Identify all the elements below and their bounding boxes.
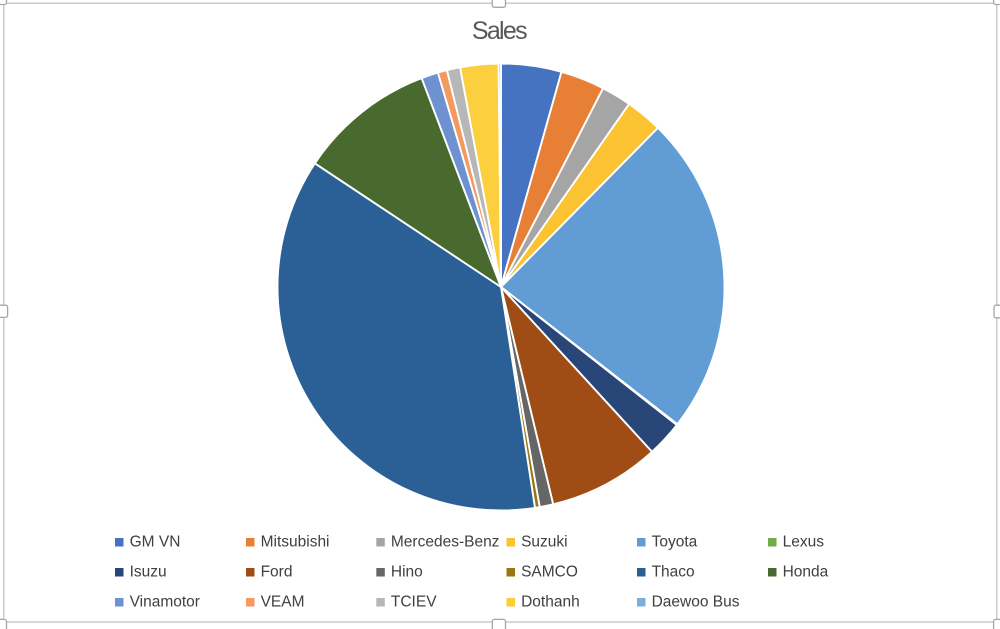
svg-text:Hino: Hino — [391, 563, 423, 580]
svg-text:Ford: Ford — [261, 563, 293, 580]
svg-text:Mitsubishi: Mitsubishi — [261, 533, 330, 550]
svg-text:TCIEV: TCIEV — [391, 593, 437, 610]
svg-text:Lexus: Lexus — [783, 533, 825, 550]
svg-text:Daewoo Bus: Daewoo Bus — [652, 593, 740, 610]
svg-text:Honda: Honda — [783, 563, 829, 580]
svg-text:Isuzu: Isuzu — [130, 563, 167, 580]
svg-text:SAMCO: SAMCO — [521, 563, 578, 580]
svg-text:Suzuki: Suzuki — [521, 533, 568, 550]
svg-text:VEAM: VEAM — [261, 593, 305, 610]
svg-text:Dothanh: Dothanh — [521, 593, 580, 610]
svg-text:Sales: Sales — [472, 17, 527, 45]
svg-text:GM VN: GM VN — [130, 533, 181, 550]
svg-text:Mercedes-Benz: Mercedes-Benz — [391, 533, 500, 550]
svg-text:Thaco: Thaco — [652, 563, 695, 580]
svg-text:Vinamotor: Vinamotor — [130, 593, 200, 610]
svg-text:Toyota: Toyota — [652, 533, 698, 550]
